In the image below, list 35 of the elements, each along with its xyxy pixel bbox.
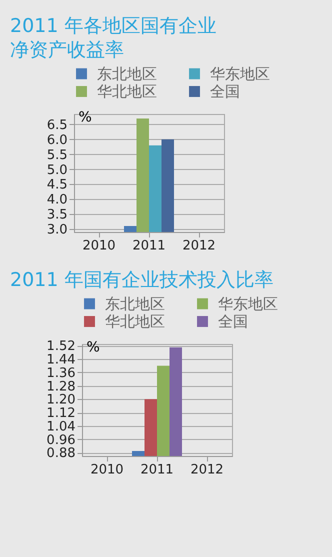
- legend-label: 全国: [218, 314, 248, 330]
- y-tick-label: 1.12: [46, 406, 76, 422]
- legend-label: 华北地区: [97, 84, 157, 100]
- y-tick-label: 6.5: [46, 118, 68, 133]
- y-axis-title: %: [86, 340, 100, 356]
- legend-label: 东北地区: [105, 296, 165, 313]
- y-tick-label: 1.04: [46, 419, 76, 434]
- legend-label: 华东地区: [210, 66, 270, 83]
- x-tick-label: 2011: [140, 462, 174, 478]
- y-tick-label: 3.5: [46, 208, 68, 223]
- y-tick-label: 1.52: [46, 339, 76, 354]
- chart-title: 2011 年各地区国有企业净资产收益率: [10, 14, 218, 62]
- legend-label: 华东地区: [218, 296, 278, 313]
- legend-label: 全国: [210, 84, 240, 100]
- chart-title: 2011 年国有企业技术投入比率: [10, 268, 274, 292]
- x-tick-label: 2010: [90, 462, 124, 478]
- y-tick-label: 1.44: [46, 352, 76, 368]
- x-tick-label: 2011: [132, 238, 166, 254]
- y-tick-label: 5.0: [46, 162, 68, 178]
- y-tick-label: 0.96: [46, 432, 76, 448]
- y-tick-label: 1.28: [46, 379, 76, 394]
- y-tick-label: 1.20: [46, 392, 76, 408]
- x-tick-label: 2012: [182, 238, 216, 254]
- y-axis-title: %: [78, 110, 92, 126]
- y-tick-label: 3.0: [46, 222, 68, 238]
- x-tick-label: 2012: [190, 462, 224, 478]
- y-tick-label: 4.0: [46, 192, 68, 208]
- legend-label: 东北地区: [97, 66, 157, 83]
- y-tick-label: 5.5: [46, 148, 68, 163]
- y-tick-label: 1.36: [46, 366, 76, 381]
- x-tick-label: 2010: [82, 238, 116, 254]
- y-tick-label: 0.88: [46, 446, 76, 462]
- legend-label: 华北地区: [105, 314, 165, 330]
- y-tick-label: 6.0: [46, 132, 68, 148]
- y-tick-label: 4.5: [46, 178, 68, 193]
